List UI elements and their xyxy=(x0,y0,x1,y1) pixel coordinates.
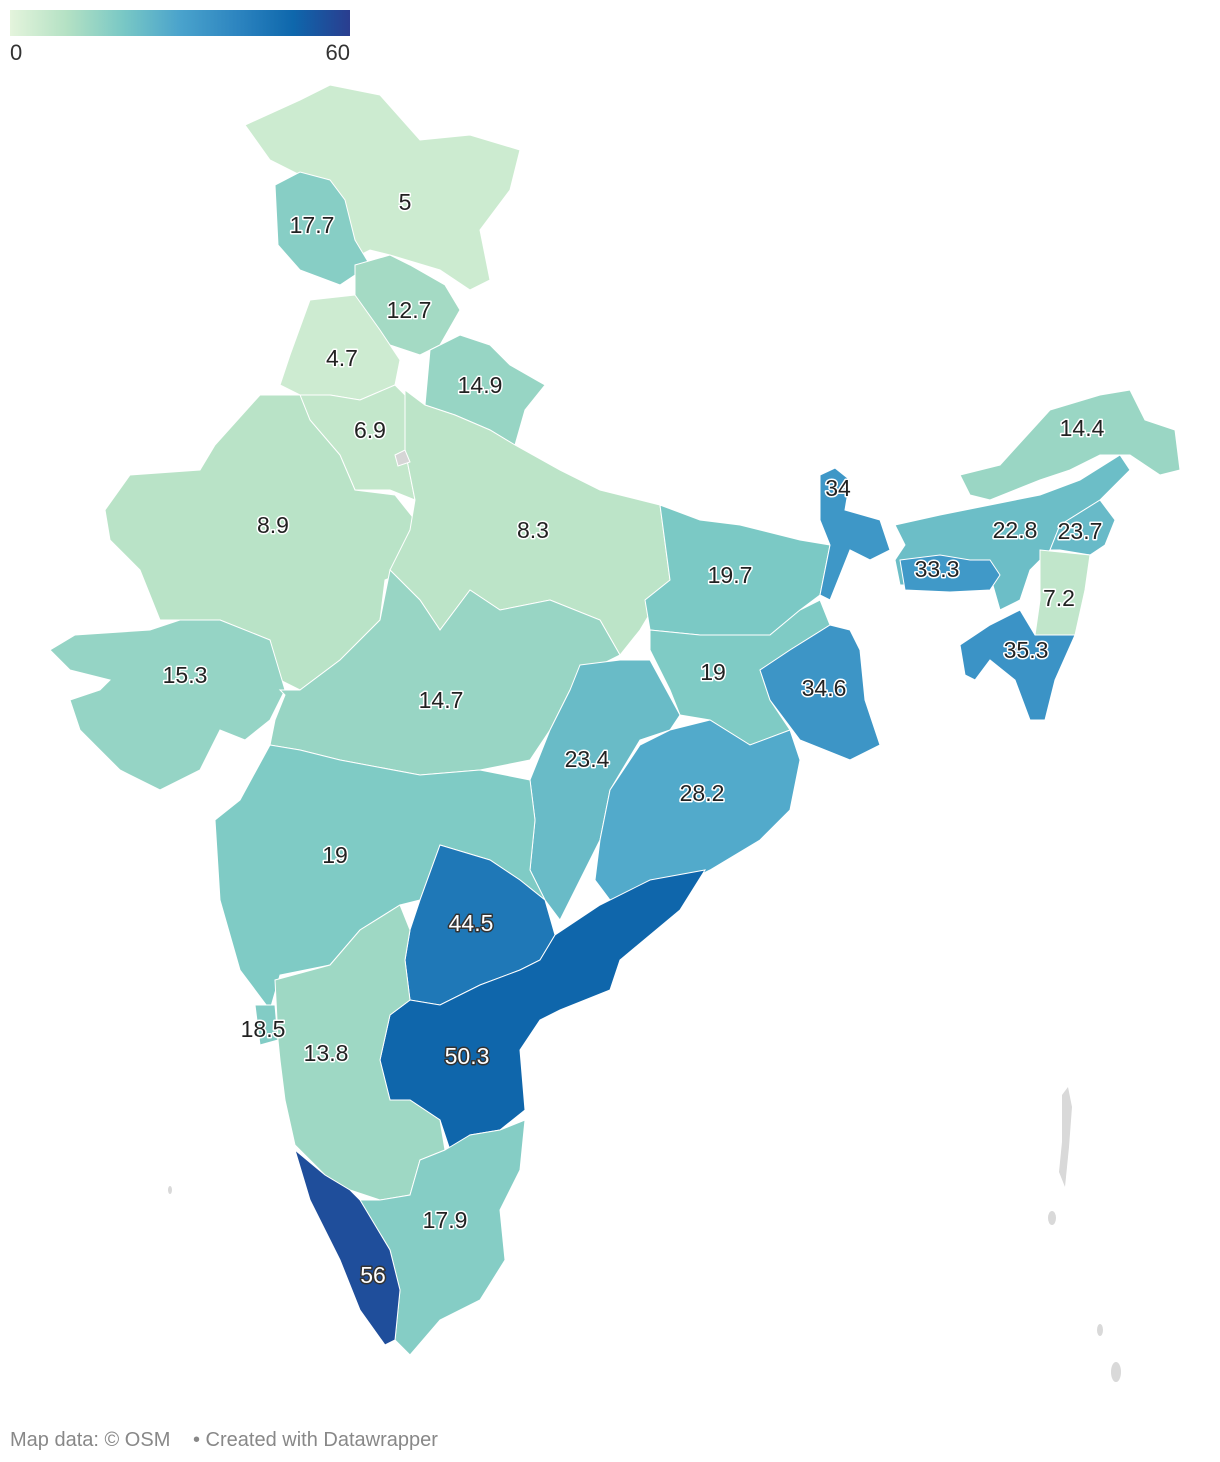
region-label: 14.9 xyxy=(458,372,503,398)
region-label: 8.9 xyxy=(257,512,289,538)
region-label: 15.3 xyxy=(163,662,208,688)
islands xyxy=(168,1087,1121,1382)
region xyxy=(359,1119,526,1356)
region-label: 14.4 xyxy=(1060,415,1105,441)
region xyxy=(959,389,1181,501)
region-label: 22.8 xyxy=(993,517,1038,543)
region-label: 12.7 xyxy=(387,297,432,323)
region-label: 17.9 xyxy=(423,1207,468,1233)
region-label: 18.5 xyxy=(241,1016,286,1042)
legend-gradient xyxy=(10,10,350,36)
region xyxy=(899,554,1001,593)
legend-tick-label: 0 xyxy=(10,40,22,65)
region-label: 17.7 xyxy=(290,212,335,238)
region-label: 23.7 xyxy=(1058,518,1103,544)
region-label: 34 xyxy=(825,475,851,501)
region-label: 5 xyxy=(399,189,412,215)
region-label: 56 xyxy=(360,1262,386,1288)
regions xyxy=(49,84,1181,1356)
region-label: 8.3 xyxy=(517,517,549,543)
region xyxy=(274,904,446,1201)
region-label: 19 xyxy=(700,659,726,685)
no-data-area xyxy=(394,449,411,467)
region xyxy=(49,619,286,791)
region xyxy=(274,171,371,286)
region-label: 50.3 xyxy=(445,1043,490,1069)
region xyxy=(529,659,681,921)
region-label: 33.3 xyxy=(915,556,960,582)
region xyxy=(819,467,891,601)
region-label: 13.8 xyxy=(304,1040,349,1066)
region-label: 23.4 xyxy=(565,746,610,772)
region-label: 34.6 xyxy=(802,675,847,701)
region-label: 19.7 xyxy=(708,562,753,588)
region xyxy=(294,1148,401,1346)
credit: Map data: © OSM xyxy=(10,1429,170,1451)
tool-credit: • Created with Datawrapper xyxy=(193,1429,438,1451)
region-label: 44.5 xyxy=(449,910,494,936)
labels: 5 17.7 12.7 4.7 14.9 6.9 8.9 8.3 19.7 15.3 14.7 19 3… xyxy=(161,188,1106,1290)
region-label: 14.7 xyxy=(419,687,464,713)
region xyxy=(959,609,1076,721)
region-label: 28.2 xyxy=(680,780,725,806)
region-label: 7.2 xyxy=(1043,585,1075,611)
region xyxy=(759,624,881,761)
region-label: 6.9 xyxy=(354,417,386,443)
region-label: 4.7 xyxy=(326,345,358,371)
legend-tick-label: 60 xyxy=(326,40,350,65)
region xyxy=(1049,499,1116,556)
region-label: 19 xyxy=(322,842,348,868)
region-label: 35.3 xyxy=(1004,637,1049,663)
